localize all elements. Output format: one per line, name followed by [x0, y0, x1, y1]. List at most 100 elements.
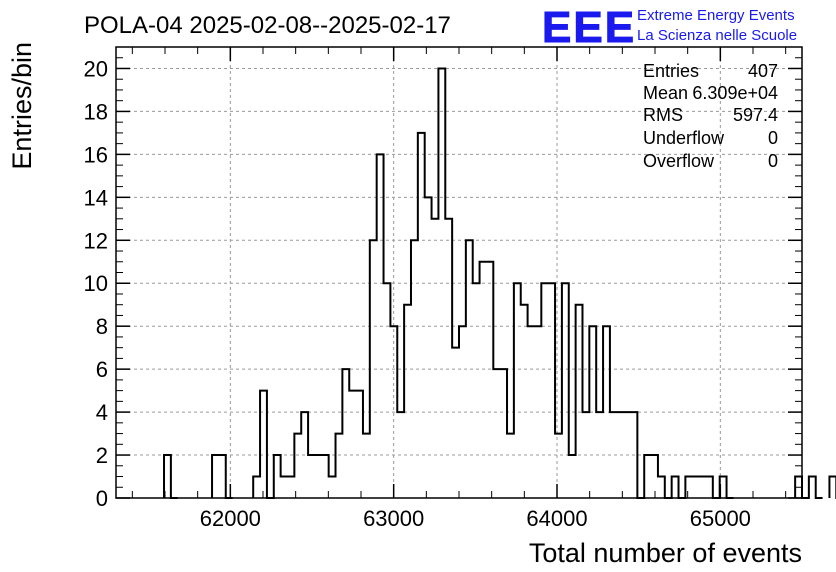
stats-overflow-label: Overflow [643, 151, 715, 171]
eee-logo: EEE Extreme Energy Events La Scienza nel… [542, 3, 798, 53]
stats-underflow-label: Underflow [643, 128, 725, 148]
histogram-bin [809, 477, 816, 498]
histogram-bin [452, 348, 459, 498]
histogram-bin [699, 477, 706, 498]
histogram-bin [569, 455, 576, 498]
histogram-bin [438, 68, 445, 498]
histogram-bin [370, 240, 377, 498]
histogram-bin [706, 477, 713, 498]
histogram-bin [480, 262, 487, 498]
histogram-bin [658, 477, 665, 498]
histogram-bin [548, 283, 555, 498]
histogram-bin [288, 477, 295, 498]
y-tick-label: 14 [84, 185, 108, 210]
y-tick-label: 16 [84, 142, 108, 167]
logo-mark: EEE [542, 3, 636, 52]
x-tick-label: 65000 [690, 506, 751, 531]
y-tick-label: 20 [84, 56, 108, 81]
stats-overflow-value: 0 [768, 151, 778, 171]
histogram-bin [486, 262, 493, 498]
histogram-bin [603, 326, 610, 498]
histogram-bin [534, 326, 541, 498]
histogram-bin [576, 305, 583, 498]
histogram-bin [301, 412, 308, 498]
stats-box: Entries 407 Mean 6.309e+04 RMS 597.4 Und… [643, 61, 778, 171]
histogram-bin [384, 283, 391, 498]
histogram-bin [541, 283, 548, 498]
histogram-bin [411, 240, 418, 498]
histogram-bin [631, 412, 638, 498]
histogram-bin [514, 283, 521, 498]
x-tick-label: 62000 [200, 506, 261, 531]
histogram-bin [562, 283, 569, 498]
grid-layer [116, 47, 802, 498]
histogram-bin [308, 455, 315, 498]
histogram-bin [404, 305, 411, 498]
histogram-bin [377, 154, 384, 498]
histogram-bin [692, 477, 699, 498]
histogram-bin [356, 391, 363, 498]
histogram-bin [294, 434, 301, 498]
histogram-bin [219, 455, 226, 498]
histogram-bin [507, 434, 514, 498]
stats-underflow-value: 0 [768, 128, 778, 148]
axis-layer: 0 2 4 6 8 10 12 14 16 18 20 62000 63000 64000 65000 [84, 47, 802, 531]
histogram-bin [555, 434, 562, 498]
histogram-bin [617, 412, 624, 498]
histogram-bin [445, 219, 452, 498]
y-tick-label: 0 [96, 486, 108, 511]
histogram-bin [432, 219, 439, 498]
histogram-bin [342, 369, 349, 498]
x-tick-label: 64000 [526, 506, 587, 531]
y-tick-label: 18 [84, 99, 108, 124]
histogram-bin [500, 369, 507, 498]
y-axis-label: Entries/bin [7, 42, 37, 170]
histogram-bin [466, 240, 473, 498]
logo-line1: Extreme Energy Events [637, 7, 795, 24]
x-axis-label: Total number of events [529, 538, 802, 568]
y-tick-label: 6 [96, 357, 108, 382]
histogram-bin [336, 434, 343, 498]
y-tick-label: 10 [84, 271, 108, 296]
stats-entries-label: Entries [643, 61, 699, 81]
histogram-bin [528, 326, 535, 498]
x-tick-label: 63000 [363, 506, 424, 531]
histogram-bin [253, 477, 260, 498]
histogram-bin [624, 412, 631, 498]
logo-line2: La Scienza nelle Scuole [637, 27, 797, 44]
histogram-bin [672, 477, 679, 498]
histogram-bin [315, 455, 322, 498]
histogram-bin [589, 326, 596, 498]
histogram-bin [212, 455, 219, 498]
histogram-bin [260, 391, 267, 498]
histogram-bin [390, 326, 397, 498]
y-tick-label: 12 [84, 228, 108, 253]
histogram-bin [425, 197, 432, 498]
histogram-bin [349, 391, 356, 498]
stats-rms-label: RMS [643, 105, 683, 125]
stats-mean-value: 6.309e+04 [692, 83, 778, 103]
histogram-bin [644, 455, 651, 498]
y-tick-label: 2 [96, 443, 108, 468]
histogram-bin [459, 326, 466, 498]
histogram-bin [473, 283, 480, 498]
histogram-bin [397, 412, 404, 498]
histogram-bin [521, 305, 528, 498]
stats-rms-value: 597.4 [733, 105, 778, 125]
histogram-bin [329, 477, 336, 498]
histogram-bin [363, 434, 370, 498]
histogram-bin [493, 369, 500, 498]
histogram-bin [322, 455, 329, 498]
histogram-bin [596, 412, 603, 498]
stats-entries-value: 407 [748, 61, 778, 81]
y-tick-label: 4 [96, 400, 108, 425]
chart-title: POLA-04 2025-02-08--2025-02-17 [84, 12, 451, 39]
histogram-bin [829, 477, 836, 498]
histogram-layer [163, 67, 836, 499]
histogram-bin [685, 477, 692, 498]
histogram-bin [582, 412, 589, 498]
stats-mean-label: Mean [643, 83, 688, 103]
histogram-bin [281, 477, 288, 498]
histogram-bin [610, 412, 617, 498]
